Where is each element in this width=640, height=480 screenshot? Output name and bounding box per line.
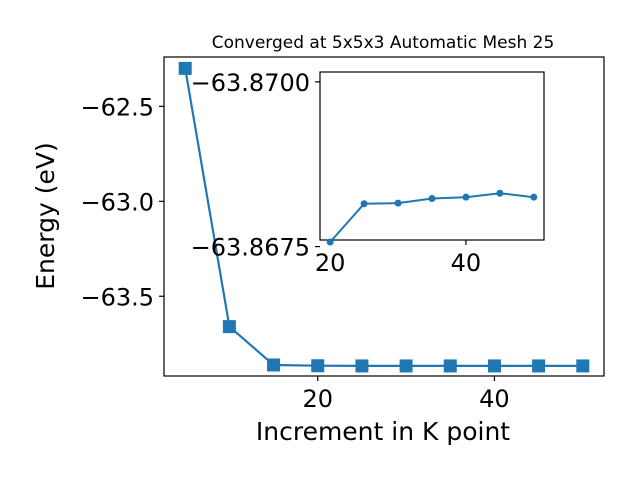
main-y-tick-label: −63.5: [80, 283, 154, 311]
main-x-tick-label: 40: [479, 385, 510, 413]
chart-title: Converged at 5x5x3 Automatic Mesh 25: [212, 33, 555, 53]
main-data-point: [267, 358, 281, 372]
inset-data-point: [428, 194, 436, 202]
main-x-tick-label: 20: [302, 385, 333, 413]
main-series-line: [184, 68, 583, 367]
main-series: [178, 61, 590, 373]
main-ticks: 20 40 −62.5 −63.0 −63.5: [80, 93, 509, 413]
x-axis-label: Increment in K point: [256, 417, 510, 446]
inset-data-point: [394, 199, 402, 207]
inset-data-point: [462, 193, 470, 201]
main-data-point: [355, 359, 369, 373]
main-y-tick-label: −63.0: [80, 188, 154, 216]
inset-data-point: [360, 200, 368, 208]
main-data-point: [311, 359, 325, 373]
main-data-point: [487, 359, 501, 373]
main-data-point: [399, 359, 413, 373]
inset-plot-area: 20 40 −63.8700 −63.8675: [191, 69, 545, 277]
inset-ticks: 20 40 −63.8700 −63.8675: [191, 69, 482, 277]
y-axis-label: Energy (eV): [31, 142, 60, 289]
inset-data-point: [496, 189, 504, 197]
inset-y-tick-label: −63.8675: [191, 234, 310, 262]
main-data-point: [178, 61, 192, 75]
inset-data-point: [326, 238, 334, 246]
main-data-point: [443, 359, 457, 373]
inset-series: [326, 189, 538, 246]
main-data-point: [222, 320, 236, 334]
inset-data-point: [530, 193, 538, 201]
main-data-point: [576, 359, 590, 373]
inset-y-tick-label: −63.8700: [191, 69, 310, 97]
main-y-tick-label: −62.5: [80, 93, 154, 121]
main-data-point: [532, 359, 546, 373]
inset-x-tick-label: 40: [451, 249, 482, 277]
inset-x-tick-label: 20: [315, 249, 346, 277]
